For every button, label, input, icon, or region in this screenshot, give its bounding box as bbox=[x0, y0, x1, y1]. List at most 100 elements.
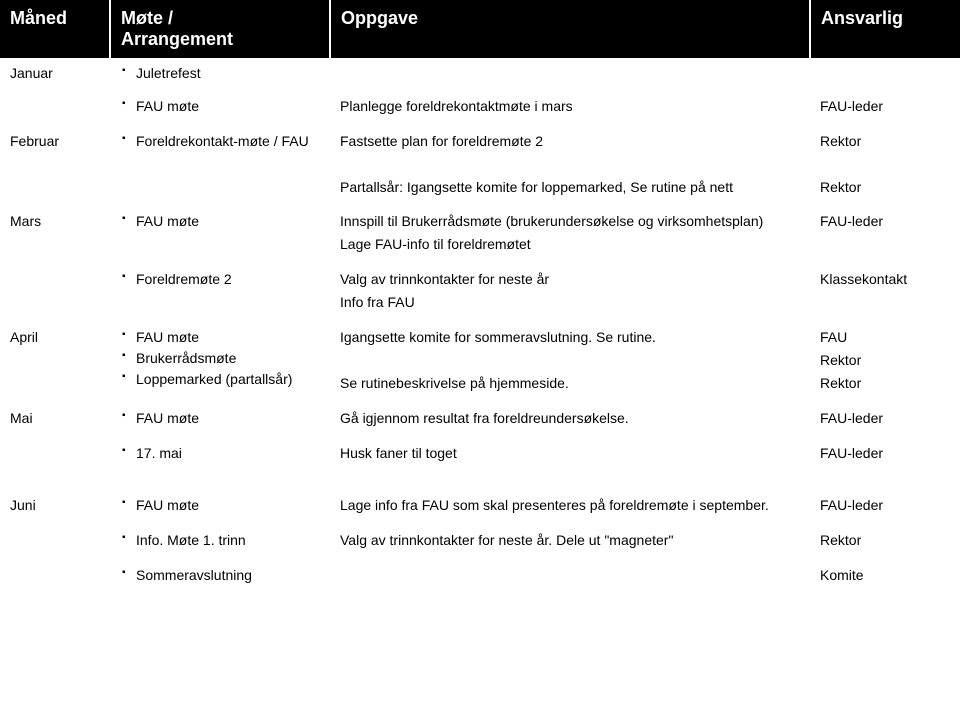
task-line: Se rutinebeskrivelse på hjemmeside. bbox=[340, 374, 800, 393]
responsible-line: FAU-leder bbox=[820, 496, 950, 515]
month-cell bbox=[0, 525, 110, 560]
responsible-line: FAU-leder bbox=[820, 97, 950, 116]
meeting-cell: FAU møte bbox=[110, 206, 330, 264]
header-month: Måned bbox=[0, 0, 110, 58]
month-cell bbox=[0, 91, 110, 126]
table-row: April FAU møte Brukerrådsmøte Loppemarked (… bbox=[0, 322, 960, 403]
task-line: Gå igjennom resultat fra foreldreundersø… bbox=[340, 409, 800, 428]
task-line: Info fra FAU bbox=[340, 293, 800, 312]
meeting-cell: Sommeravslutning bbox=[110, 560, 330, 595]
meeting-list: Foreldremøte 2 bbox=[120, 270, 320, 289]
header-meeting-line1: Møte / bbox=[121, 8, 173, 28]
table-row: Januar Juletrefest bbox=[0, 58, 960, 91]
month-cell bbox=[0, 264, 110, 322]
month-cell: Januar bbox=[0, 58, 110, 91]
task-cell: Valg av trinnkontakter for neste år Info … bbox=[330, 264, 810, 322]
responsible-cell: FAU-leder bbox=[810, 490, 960, 525]
table-row: Juni FAU møte Lage info fra FAU som skal p… bbox=[0, 490, 960, 525]
responsible-cell: Komite bbox=[810, 560, 960, 595]
header-row: Måned Møte / Arrangement Oppgave Ansvarl… bbox=[0, 0, 960, 58]
list-item: Foreldremøte 2 bbox=[120, 270, 320, 289]
meeting-list: Juletrefest bbox=[120, 64, 320, 83]
task-cell: Gå igjennom resultat fra foreldreundersø… bbox=[330, 403, 810, 438]
schedule-table: Måned Møte / Arrangement Oppgave Ansvarl… bbox=[0, 0, 960, 595]
list-item: FAU møte bbox=[120, 97, 320, 116]
responsible-line: Rektor bbox=[820, 374, 950, 393]
meeting-list: FAU møte bbox=[120, 496, 320, 515]
meeting-cell: FAU møte Brukerrådsmøte Loppemarked (parta… bbox=[110, 322, 330, 403]
header-task: Oppgave bbox=[330, 0, 810, 58]
task-cell: Innspill til Brukerrådsmøte (brukerunder… bbox=[330, 206, 810, 264]
task-cell bbox=[330, 58, 810, 91]
meeting-cell: Juletrefest bbox=[110, 58, 330, 91]
responsible-cell: FAU-leder bbox=[810, 91, 960, 126]
meeting-cell: FAU møte bbox=[110, 403, 330, 438]
table-row: Foreldremøte 2 Valg av trinnkontakter for… bbox=[0, 264, 960, 322]
responsible-line bbox=[820, 155, 950, 174]
header-responsible: Ansvarlig bbox=[810, 0, 960, 58]
responsible-line: Rektor bbox=[820, 531, 950, 550]
task-cell: Planlegge foreldrekontaktmøte i mars bbox=[330, 91, 810, 126]
header-meeting-line2: Arrangement bbox=[121, 29, 233, 49]
responsible-line: FAU-leder bbox=[820, 409, 950, 428]
task-line: Lage FAU-info til foreldremøtet bbox=[340, 235, 800, 254]
month-cell: Februar bbox=[0, 126, 110, 207]
task-line: Valg av trinnkontakter for neste år bbox=[340, 270, 800, 289]
task-cell: Igangsette komite for sommeravslutning. … bbox=[330, 322, 810, 403]
meeting-list: Sommeravslutning bbox=[120, 566, 320, 585]
month-cell: Mai bbox=[0, 403, 110, 438]
table-row: Februar Foreldrekontakt-møte / FAU Fastset… bbox=[0, 126, 960, 207]
task-cell: Husk faner til toget bbox=[330, 438, 810, 473]
task-line: Lage info fra FAU som skal presenteres p… bbox=[340, 496, 800, 515]
meeting-list: Info. Møte 1. trinn bbox=[120, 531, 320, 550]
meeting-cell: FAU møte bbox=[110, 490, 330, 525]
responsible-line: Rektor bbox=[820, 178, 950, 197]
task-line: Fastsette plan for foreldremøte 2 bbox=[340, 132, 800, 151]
list-item: Loppemarked (partallsår) bbox=[120, 370, 320, 389]
list-item: Brukerrådsmøte bbox=[120, 349, 320, 368]
responsible-cell bbox=[810, 58, 960, 91]
list-item: Info. Møte 1. trinn bbox=[120, 531, 320, 550]
month-cell bbox=[0, 560, 110, 595]
task-line bbox=[340, 351, 800, 370]
responsible-cell: Rektor bbox=[810, 525, 960, 560]
list-item: 17. mai bbox=[120, 444, 320, 463]
task-line: Innspill til Brukerrådsmøte (brukerunder… bbox=[340, 212, 800, 231]
table-row: Mai FAU møte Gå igjennom resultat fra fore… bbox=[0, 403, 960, 438]
responsible-line: FAU-leder bbox=[820, 444, 950, 463]
task-cell: Valg av trinnkontakter for neste år. Del… bbox=[330, 525, 810, 560]
responsible-cell: Klassekontakt bbox=[810, 264, 960, 322]
meeting-cell: 17. mai bbox=[110, 438, 330, 473]
meeting-list: FAU møte bbox=[120, 409, 320, 428]
spacer-row bbox=[0, 472, 960, 490]
task-line: Husk faner til toget bbox=[340, 444, 800, 463]
meeting-cell: Info. Møte 1. trinn bbox=[110, 525, 330, 560]
table-row: Info. Møte 1. trinn Valg av trinnkontakte… bbox=[0, 525, 960, 560]
list-item: FAU møte bbox=[120, 328, 320, 347]
task-line: Valg av trinnkontakter for neste år. Del… bbox=[340, 531, 800, 550]
responsible-line: Rektor bbox=[820, 132, 950, 151]
list-item: Sommeravslutning bbox=[120, 566, 320, 585]
list-item: Foreldrekontakt-møte / FAU bbox=[120, 132, 320, 151]
responsible-line: Komite bbox=[820, 566, 950, 585]
month-cell: Mars bbox=[0, 206, 110, 264]
meeting-list: FAU møte Brukerrådsmøte Loppemarked (parta… bbox=[120, 328, 320, 389]
task-line bbox=[340, 155, 800, 174]
task-cell: Lage info fra FAU som skal presenteres p… bbox=[330, 490, 810, 525]
responsible-line: FAU-leder bbox=[820, 212, 950, 231]
responsible-line: FAU bbox=[820, 328, 950, 347]
month-cell: April bbox=[0, 322, 110, 403]
month-cell: Juni bbox=[0, 490, 110, 525]
responsible-cell: FAU-leder bbox=[810, 206, 960, 264]
responsible-cell: FAU-leder bbox=[810, 403, 960, 438]
task-cell bbox=[330, 560, 810, 595]
meeting-list: FAU møte bbox=[120, 97, 320, 116]
meeting-list: FAU møte bbox=[120, 212, 320, 231]
responsible-line: Rektor bbox=[820, 351, 950, 370]
month-cell bbox=[0, 438, 110, 473]
table-row: Sommeravslutning Komite bbox=[0, 560, 960, 595]
table-row: FAU møte Planlegge foreldrekontaktmøte i … bbox=[0, 91, 960, 126]
list-item: FAU møte bbox=[120, 212, 320, 231]
meeting-cell: Foreldrekontakt-møte / FAU bbox=[110, 126, 330, 207]
meeting-list: 17. mai bbox=[120, 444, 320, 463]
